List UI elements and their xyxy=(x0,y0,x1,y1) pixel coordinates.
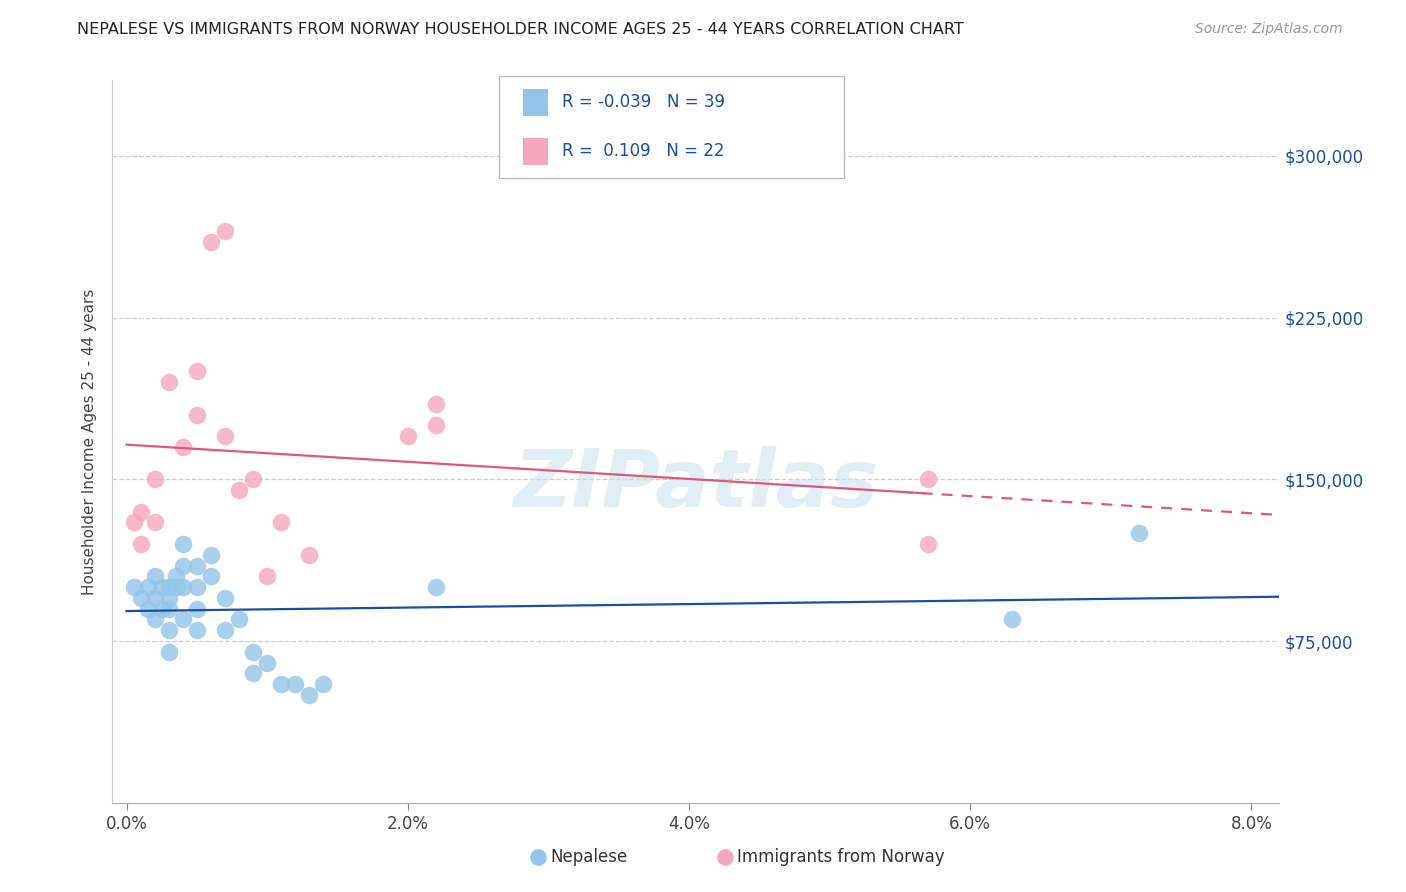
Text: Source: ZipAtlas.com: Source: ZipAtlas.com xyxy=(1195,22,1343,37)
Point xyxy=(129,591,152,605)
Point xyxy=(157,591,180,605)
Point xyxy=(129,537,152,551)
Point xyxy=(298,548,321,562)
Point xyxy=(242,472,264,486)
Point xyxy=(186,408,208,422)
Text: NEPALESE VS IMMIGRANTS FROM NORWAY HOUSEHOLDER INCOME AGES 25 - 44 YEARS CORRELA: NEPALESE VS IMMIGRANTS FROM NORWAY HOUSE… xyxy=(77,22,965,37)
Text: Immigrants from Norway: Immigrants from Norway xyxy=(737,848,945,866)
Point xyxy=(157,376,180,390)
Point xyxy=(214,224,236,238)
Point xyxy=(256,656,278,670)
Point xyxy=(157,580,180,594)
Point xyxy=(214,624,236,638)
Point xyxy=(214,591,236,605)
Point xyxy=(143,612,166,626)
Y-axis label: Householder Income Ages 25 - 44 years: Householder Income Ages 25 - 44 years xyxy=(82,288,97,595)
Point xyxy=(214,429,236,443)
Text: R = -0.039   N = 39: R = -0.039 N = 39 xyxy=(562,94,725,112)
Point xyxy=(165,580,187,594)
Point xyxy=(242,666,264,681)
Point xyxy=(122,516,145,530)
Point xyxy=(172,612,194,626)
Point xyxy=(172,580,194,594)
Point xyxy=(200,569,222,583)
Point xyxy=(186,601,208,615)
Point xyxy=(136,580,159,594)
Point xyxy=(284,677,307,691)
Point xyxy=(425,397,447,411)
Point xyxy=(270,677,292,691)
Point xyxy=(143,591,166,605)
Point xyxy=(143,516,166,530)
Point xyxy=(396,429,419,443)
Point xyxy=(1128,526,1150,541)
Point xyxy=(136,601,159,615)
Point xyxy=(150,601,173,615)
Point xyxy=(165,569,187,583)
Point xyxy=(172,537,194,551)
Point xyxy=(312,677,335,691)
Point xyxy=(157,601,180,615)
Point xyxy=(186,580,208,594)
Point xyxy=(150,580,173,594)
Point xyxy=(242,645,264,659)
Text: Nepalese: Nepalese xyxy=(550,848,627,866)
Point xyxy=(256,569,278,583)
Point xyxy=(270,516,292,530)
Point xyxy=(143,472,166,486)
Point xyxy=(298,688,321,702)
Point xyxy=(425,418,447,433)
Point xyxy=(917,472,939,486)
Point xyxy=(228,612,250,626)
Text: ZIPatlas: ZIPatlas xyxy=(513,446,879,524)
Point xyxy=(157,645,180,659)
Point xyxy=(200,548,222,562)
Text: R =  0.109   N = 22: R = 0.109 N = 22 xyxy=(562,142,725,161)
Point xyxy=(228,483,250,497)
Point xyxy=(157,624,180,638)
Point xyxy=(129,505,152,519)
Point xyxy=(200,235,222,249)
Point xyxy=(425,580,447,594)
Point xyxy=(122,580,145,594)
Point xyxy=(917,537,939,551)
Point xyxy=(172,440,194,454)
Point xyxy=(186,624,208,638)
Point xyxy=(186,558,208,573)
Point xyxy=(186,364,208,378)
Point xyxy=(172,558,194,573)
Point xyxy=(1001,612,1024,626)
Point xyxy=(143,569,166,583)
